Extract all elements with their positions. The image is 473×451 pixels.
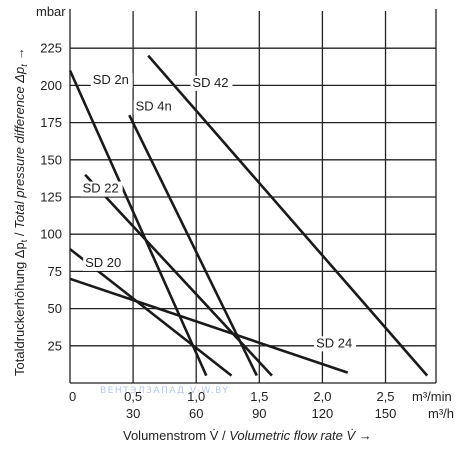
x-axis-title: Volumenstrom V̇ / Volumetric flow rate V… (123, 428, 372, 443)
x-tick-label-hour: 90 (252, 406, 266, 421)
x-tick-label-minute: 2,5 (376, 389, 394, 404)
y-axis-title-italic-sub: t (19, 64, 29, 67)
x-axis-title-arrow: → (355, 428, 372, 443)
series-label-sd-4n: SD 4n (136, 99, 172, 114)
x-tick-label-minute: 1,0 (187, 389, 205, 404)
x-axis-title-italic: Volumetric flow rate V̇ (229, 428, 356, 443)
series-label-backing (133, 99, 176, 115)
y-tick-label: 225 (40, 41, 62, 56)
x-tick-label-hour: 30 (126, 406, 140, 421)
x-axis-title-prefix: Volumenstrom V̇ / (123, 428, 229, 443)
series-label-sd-2n: SD 2n (93, 72, 129, 87)
x-tick-label-minute: 0,5 (124, 389, 142, 404)
series-line-sd-24 (69, 277, 349, 374)
watermark: ВЕНТЭЛЗАПАД V-W.BY (100, 386, 229, 396)
y-tick-label: 25 (48, 338, 62, 353)
y-tick-labels: 25 50 75 100 125 150 175 200 225 (40, 41, 62, 354)
series-label-sd-22: SD 22 (83, 181, 119, 196)
x-tick-label-hour: 120 (312, 406, 334, 421)
y-axis-title-arrow: → (12, 47, 27, 60)
y-axis-title: Totaldruckerhöhung Δpt / Total pressure … (12, 47, 29, 376)
y-unit-label: mbar (36, 4, 66, 19)
x-tick-labels: 0 0,5 1,0 1,5 2,0 2,5 30 60 90 120 150 (69, 389, 396, 421)
y-tick-label: 50 (48, 301, 62, 316)
series-line-sd-42 (147, 54, 429, 377)
x-tick-label-minute: 0 (69, 389, 76, 404)
series-lines (68, 54, 429, 377)
series-line-sd-22 (84, 173, 273, 377)
y-tick-label: 100 (40, 227, 62, 242)
x-unit-bottom-label: m³/h (428, 406, 454, 421)
y-axis-title-italic: Total pressure difference Δp (12, 67, 27, 229)
y-tick-label: 75 (48, 264, 62, 279)
y-axis-title-sub: t (19, 239, 29, 242)
x-tick-label-minute: 1,5 (250, 389, 268, 404)
series-labels: SD 2n SD 42 SD 4n SD 22 SD 20 SD 24 (80, 72, 357, 352)
y-axis-title-prefix: Totaldruckerhöhung Δp (12, 242, 27, 376)
y-axis-title-sep: / (12, 229, 27, 240)
series-label-backing (83, 255, 126, 271)
series-label-backing (90, 72, 133, 88)
y-tick-label: 125 (40, 190, 62, 205)
x-tick-label-hour: 60 (189, 406, 203, 421)
grid-lines (70, 11, 436, 383)
series-label-sd-20: SD 20 (85, 255, 121, 270)
series-line-sd-2n (68, 69, 208, 377)
x-tick-label-hour: 150 (375, 406, 397, 421)
series-label-backing (190, 75, 233, 91)
x-unit-top-label: m³/min (412, 389, 452, 404)
y-tick-label: 200 (40, 78, 62, 93)
y-tick-label: 175 (40, 115, 62, 130)
series-label-backing (80, 181, 123, 197)
y-tick-label: 150 (40, 152, 62, 167)
series-label-backing (314, 336, 357, 352)
series-line-sd-4n (128, 114, 258, 377)
series-label-sd-42: SD 42 (192, 75, 228, 90)
x-tick-label-minute: 2,0 (313, 389, 331, 404)
series-label-sd-24: SD 24 (316, 335, 352, 350)
